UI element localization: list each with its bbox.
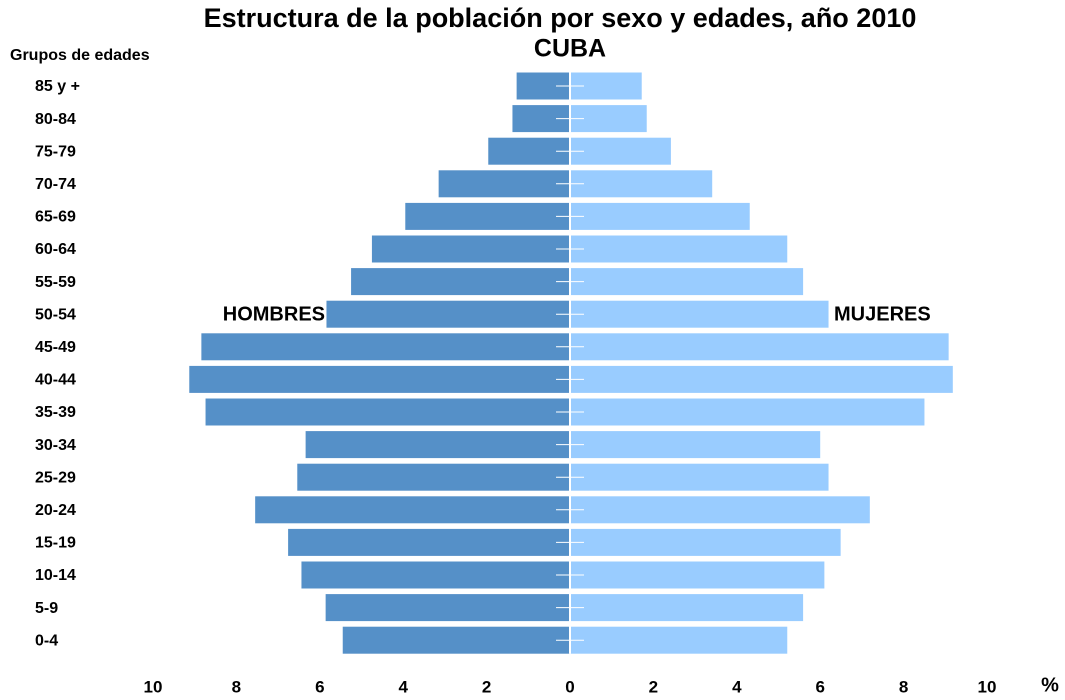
- y-tick-label: 40-44: [35, 372, 76, 389]
- chart-title: Estructura de la población por sexo y ed…: [204, 3, 917, 33]
- x-tick-label: 10: [144, 677, 163, 696]
- x-tick-label: 8: [899, 677, 908, 696]
- bar: [288, 528, 570, 556]
- bar: [305, 431, 570, 459]
- x-tick-label: 2: [649, 677, 658, 696]
- bar: [570, 594, 804, 622]
- x-tick-label: 4: [732, 677, 742, 696]
- y-tick-label: 10-14: [35, 567, 76, 584]
- y-tick-label: 35-39: [35, 404, 76, 421]
- y-tick-label: 85 y +: [35, 78, 80, 95]
- bar: [570, 202, 750, 230]
- y-axis-label: Grupos de edades: [10, 47, 150, 64]
- bar: [570, 561, 825, 589]
- y-tick-label: 70-74: [35, 176, 76, 193]
- bar: [570, 626, 788, 654]
- bar: [326, 300, 570, 328]
- bar: [371, 235, 570, 263]
- x-tick-label: 0: [565, 677, 574, 696]
- bar: [570, 528, 841, 556]
- x-tick-label: 2: [482, 677, 491, 696]
- bar: [189, 365, 571, 393]
- y-tick-label: 60-64: [35, 241, 76, 258]
- bar: [405, 202, 570, 230]
- bar: [342, 626, 570, 654]
- y-tick-label: 65-69: [35, 209, 76, 226]
- bar: [570, 431, 821, 459]
- bar: [570, 300, 829, 328]
- y-tick-label: 20-24: [35, 502, 76, 519]
- bar: [570, 496, 870, 524]
- bar: [351, 268, 570, 296]
- bar: [570, 170, 713, 198]
- y-tick-label: 25-29: [35, 469, 76, 486]
- bar: [255, 496, 571, 524]
- bar: [570, 365, 953, 393]
- y-tick-label: 5-9: [35, 600, 58, 617]
- y-tick-label: 55-59: [35, 274, 76, 291]
- x-tick-label: 10: [978, 677, 997, 696]
- y-tick-label: 15-19: [35, 535, 76, 552]
- bar: [570, 235, 788, 263]
- bar: [570, 268, 804, 296]
- legend-label: HOMBRES: [223, 303, 325, 325]
- bar: [297, 463, 570, 491]
- legend-label: MUJERES: [834, 303, 931, 325]
- bar: [570, 333, 949, 361]
- x-tick-label: 6: [315, 677, 324, 696]
- y-tick-label: 75-79: [35, 143, 76, 160]
- y-tick-label: 50-54: [35, 306, 76, 323]
- x-tick-label: 8: [232, 677, 241, 696]
- x-axis-label: %: [1041, 674, 1059, 696]
- bar: [201, 333, 570, 361]
- bar: [438, 170, 570, 198]
- bar: [301, 561, 570, 589]
- bar: [205, 398, 571, 426]
- x-tick-label: 6: [815, 677, 824, 696]
- y-tick-label: 45-49: [35, 339, 76, 356]
- chart-subtitle: CUBA: [534, 35, 606, 63]
- y-tick-label: 0-4: [35, 632, 58, 649]
- bar: [570, 137, 671, 165]
- y-tick-label: 30-34: [35, 437, 76, 454]
- bar: [325, 594, 570, 622]
- bar: [570, 398, 925, 426]
- bar: [570, 463, 829, 491]
- x-tick-label: 4: [398, 677, 408, 696]
- y-tick-label: 80-84: [35, 111, 76, 128]
